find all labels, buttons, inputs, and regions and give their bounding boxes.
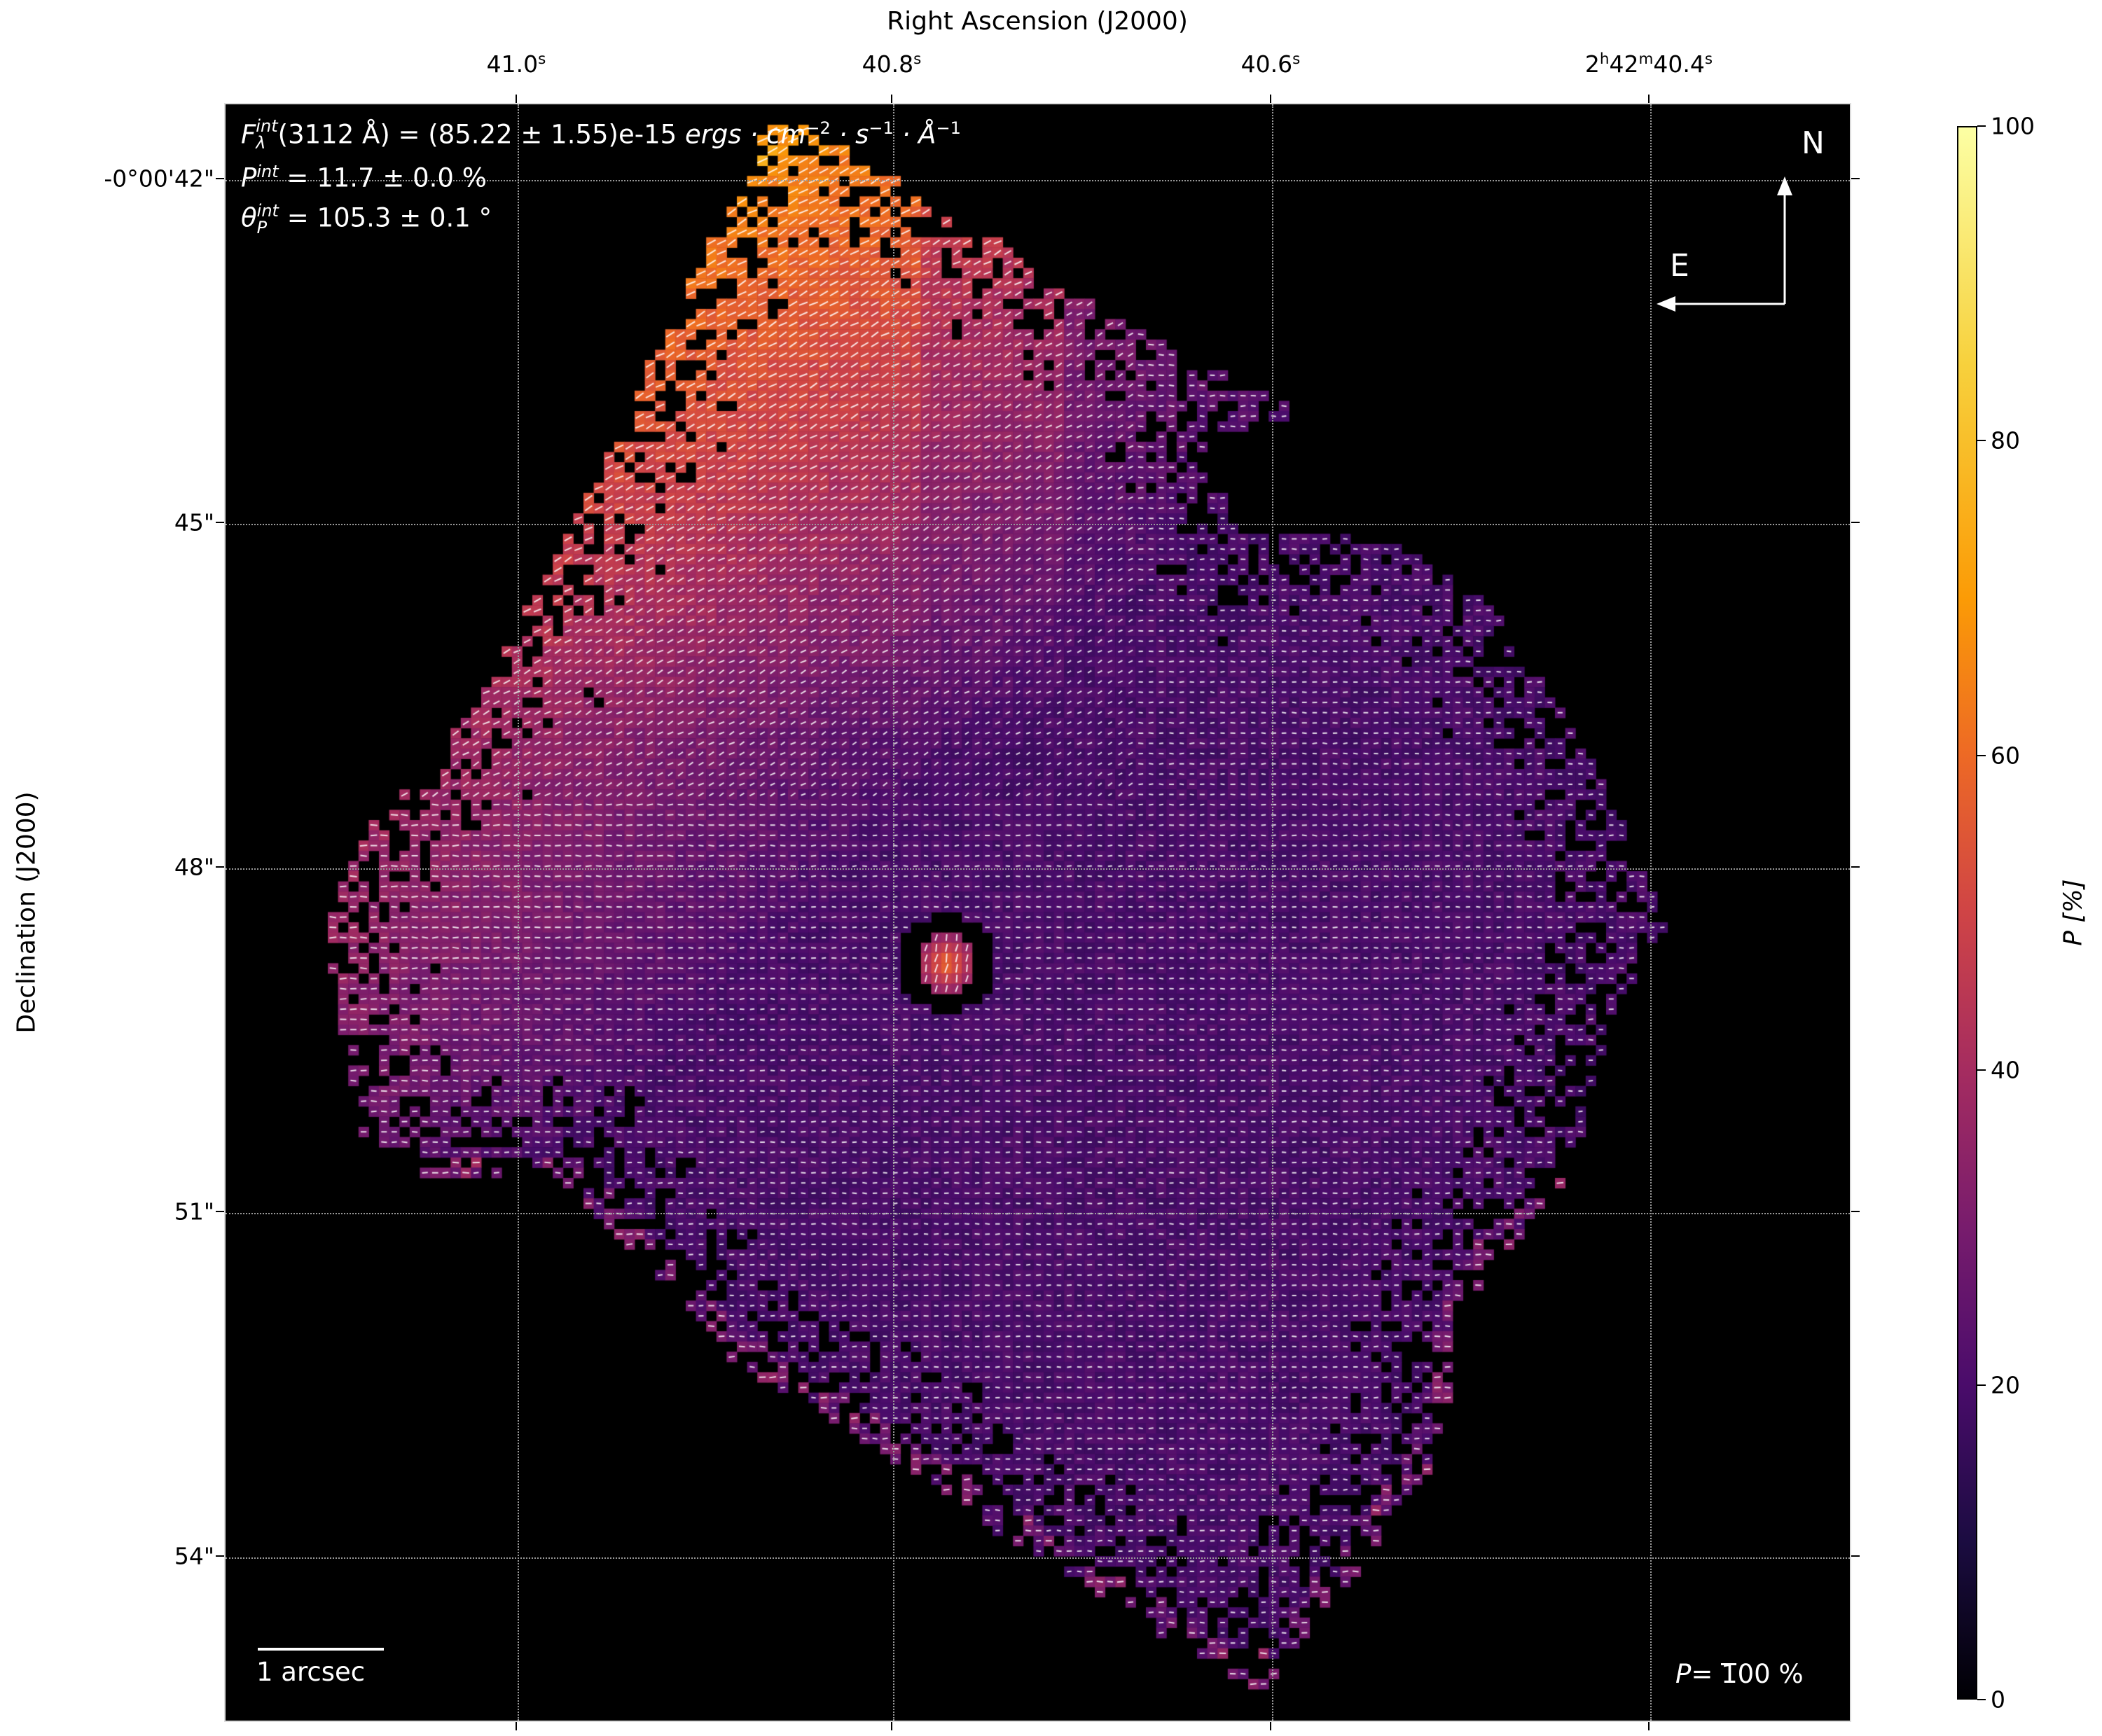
x-tick-mark — [1648, 95, 1650, 103]
y-tick-mark — [216, 1555, 224, 1557]
colorbar-tick-mark — [1977, 1384, 1986, 1386]
y-tick-mark — [1851, 522, 1860, 523]
x-tick-label: 40.8s — [862, 50, 922, 78]
colorbar-tick-label: 80 — [1991, 426, 2020, 454]
colorbar — [1957, 126, 1977, 1700]
x-tick-label: 40.6s — [1240, 50, 1301, 78]
compass-east-label: E — [1670, 248, 1689, 284]
colorbar-tick-label: 20 — [1991, 1371, 2020, 1399]
y-tick-mark — [216, 178, 224, 179]
gridline-horizontal — [226, 1213, 1850, 1214]
colorbar-label: P [%] — [2059, 879, 2088, 946]
y-tick-mark — [1851, 866, 1860, 868]
scalebar-line — [258, 1648, 384, 1651]
y-tick-mark — [1851, 1555, 1860, 1557]
colorbar-tick-label: 60 — [1991, 742, 2020, 770]
compass-north-label: N — [1802, 125, 1825, 161]
gridline-horizontal — [226, 868, 1850, 870]
vector-scale-bar — [1721, 1663, 1736, 1665]
y-tick-label: -0°00'42" — [104, 165, 214, 193]
colorbar-tick-mark — [1977, 440, 1986, 442]
polarization-heatmap — [226, 104, 1850, 1721]
gridline-horizontal — [226, 524, 1850, 525]
x-tick-mark — [516, 1722, 517, 1730]
colorbar-tick-mark — [1977, 1069, 1986, 1071]
y-tick-mark — [216, 1211, 224, 1212]
y-tick-label: 45" — [174, 508, 214, 536]
x-tick-mark — [1648, 1722, 1650, 1730]
x-tick-mark — [1270, 1722, 1271, 1730]
x-tick-label: 2h42m40.4s — [1584, 50, 1713, 78]
polarization-degree-annotation: Pint = 11.7 ± 0.0 % — [241, 162, 487, 193]
x-tick-mark — [1270, 95, 1271, 103]
x-tick-mark — [891, 95, 892, 103]
x-tick-mark — [891, 1722, 892, 1730]
colorbar-tick-label: 40 — [1991, 1056, 2020, 1084]
y-axis-label: Declination (J2000) — [12, 791, 41, 1034]
y-tick-mark — [216, 866, 224, 868]
vector-scale-label: P= 100 % — [1675, 1659, 1804, 1689]
gridline-vertical — [518, 104, 519, 1721]
gridline-horizontal — [226, 1557, 1850, 1559]
y-tick-label: 48" — [174, 853, 214, 881]
colorbar-tick-label: 100 — [1991, 112, 2035, 140]
compass-arrows-icon — [1657, 176, 1792, 312]
colorbar-tick-mark — [1977, 1699, 1986, 1700]
x-axis-label: Right Ascension (J2000) — [887, 7, 1188, 36]
colorbar-tick-label: 0 — [1991, 1686, 2005, 1714]
y-tick-label: 54" — [174, 1542, 214, 1570]
y-tick-label: 51" — [174, 1197, 214, 1225]
y-tick-mark — [216, 522, 224, 523]
y-tick-mark — [1851, 178, 1860, 179]
x-tick-label: 41.0s — [486, 50, 546, 78]
gridline-horizontal — [226, 180, 1850, 181]
polarization-angle-annotation: θ int P = 105.3 ± 0.1 ° — [241, 201, 492, 238]
gridline-vertical — [1272, 104, 1273, 1721]
colorbar-tick-mark — [1977, 125, 1986, 127]
gridline-vertical — [893, 104, 894, 1721]
y-tick-mark — [1851, 1211, 1860, 1212]
x-tick-mark — [516, 95, 517, 103]
scalebar-label: 1 arcsec — [256, 1657, 366, 1687]
gridline-vertical — [1650, 104, 1652, 1721]
colorbar-tick-mark — [1977, 754, 1986, 756]
